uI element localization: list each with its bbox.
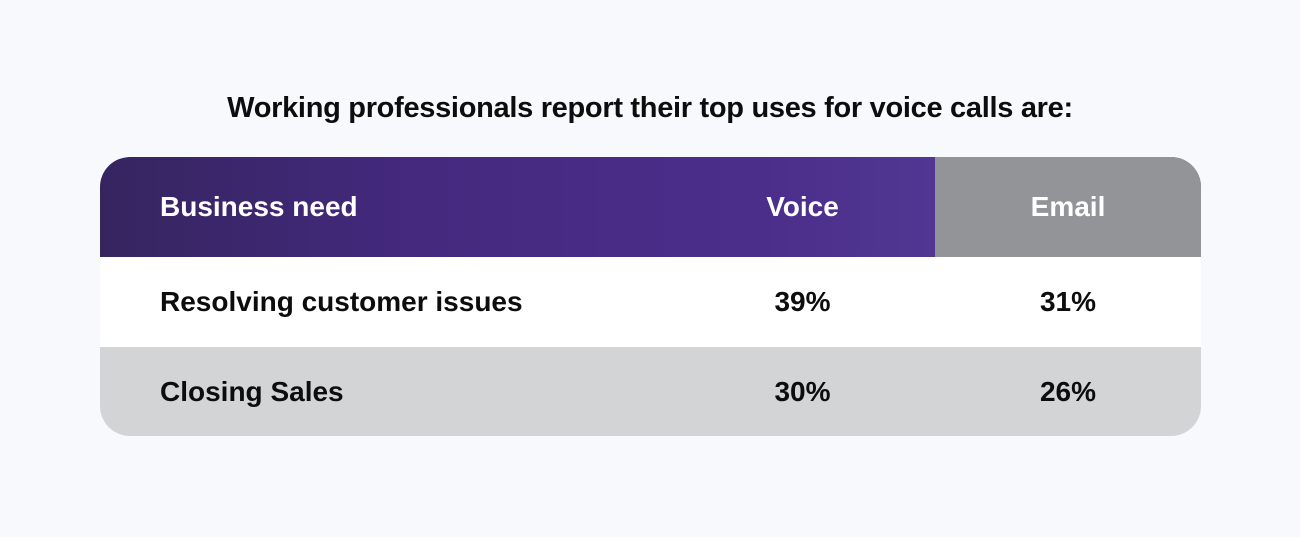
header-email: Email [1030,191,1106,222]
header-voice: Voice [766,191,839,222]
email-value: 31% [1039,286,1097,317]
table-row: Closing Sales 30% 26% [100,347,1201,436]
chart-title: Working professionals report their top u… [227,92,1073,124]
header-business-need: Business need [160,191,358,222]
voice-value: 30% [774,375,831,407]
comparison-table: Business need Voice Email Resolving cust… [100,157,1201,436]
table-header-row: Business need Voice Email [100,157,1201,257]
voice-value: 39% [774,286,831,317]
table-row: Resolving customer issues 39% 31% [100,257,1201,347]
email-value: 26% [1039,375,1097,407]
email-header-background [935,157,1201,257]
row-label: Resolving customer issues [160,286,523,317]
row-label: Closing Sales [160,375,344,407]
